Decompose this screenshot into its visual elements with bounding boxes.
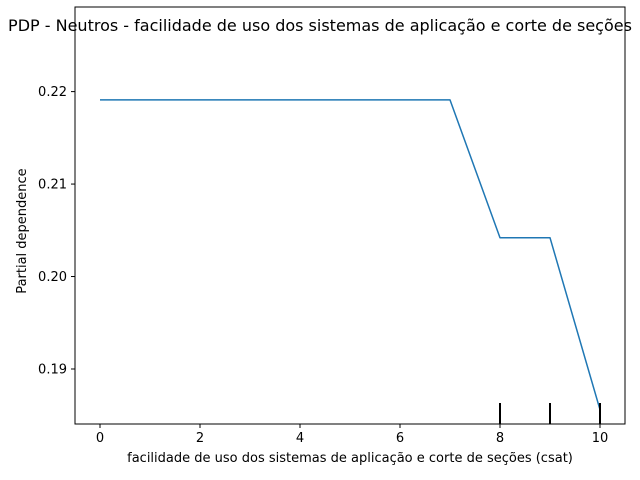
y-axis: 0.19 0.20 0.21 0.22	[38, 85, 75, 377]
x-tick-label: 8	[496, 431, 504, 446]
x-axis: 0 2 4 6 8 10	[96, 424, 608, 446]
x-tick-label: 4	[296, 431, 304, 446]
y-tick-label: 0.21	[38, 178, 67, 193]
y-tick-label: 0.20	[38, 270, 67, 285]
y-tick-label: 0.19	[38, 362, 67, 377]
plot-frame	[74, 6, 626, 425]
y-axis-label: Partial dependence	[15, 168, 30, 293]
x-tick-label: 6	[396, 431, 404, 446]
series-line-0	[100, 99, 601, 410]
x-tick-label: 0	[96, 431, 104, 446]
plot-area	[74, 6, 626, 425]
chart-title: PDP - Neutros - facilidade de uso dos si…	[8, 16, 632, 35]
y-tick-label: 0.22	[38, 85, 67, 100]
x-tick-label: 2	[196, 431, 204, 446]
x-tick-label: 10	[592, 431, 609, 446]
x-axis-label: facilidade de uso dos sistemas de aplica…	[127, 451, 573, 466]
